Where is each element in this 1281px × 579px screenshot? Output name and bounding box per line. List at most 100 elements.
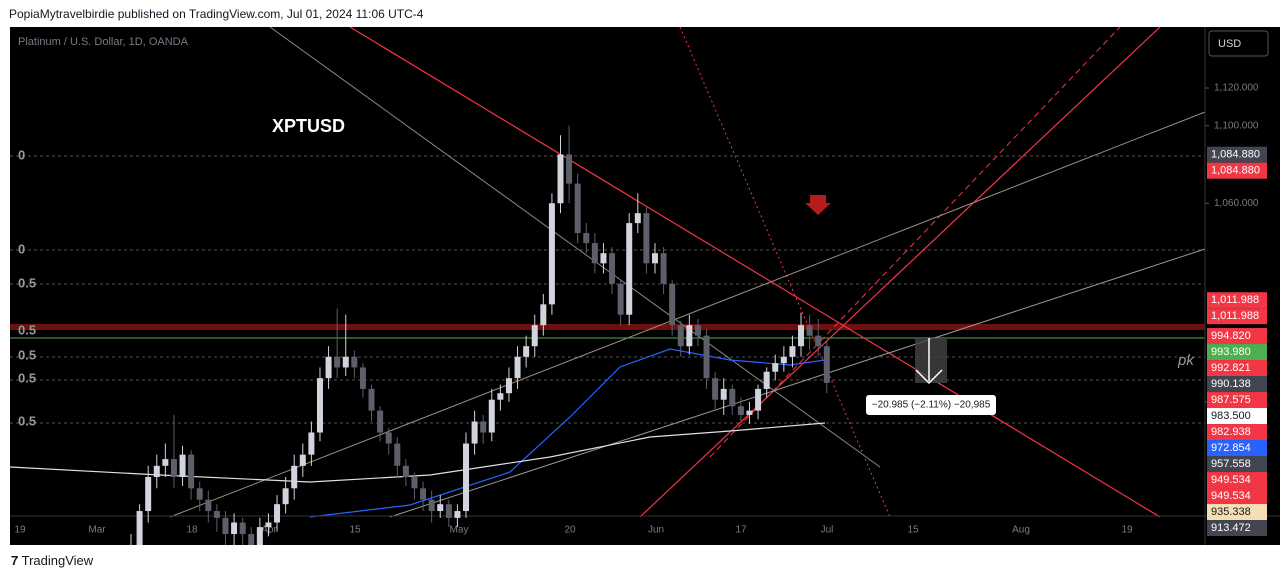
price-tag bbox=[1207, 408, 1267, 425]
footer: 𝟕 TradingView bbox=[11, 553, 94, 568]
x-tick-label: 19 bbox=[14, 525, 26, 536]
x-tick-label: Jul bbox=[821, 525, 834, 536]
candle-body bbox=[325, 356, 332, 379]
price-tag bbox=[1207, 392, 1267, 409]
candle-body bbox=[712, 378, 719, 400]
candle-body bbox=[299, 454, 306, 466]
candle-body bbox=[815, 335, 822, 347]
price-tag-label: 1,011.988 bbox=[1211, 310, 1259, 322]
candle-body bbox=[437, 504, 444, 512]
candle-body bbox=[669, 283, 676, 326]
candle-body bbox=[746, 410, 753, 415]
footer-text: TradingView bbox=[21, 553, 94, 568]
arrow-down bbox=[805, 195, 831, 215]
candle-body bbox=[617, 283, 624, 315]
candle-body bbox=[523, 346, 530, 357]
candle-body bbox=[600, 253, 607, 264]
price-tag bbox=[1207, 344, 1267, 361]
candle-body bbox=[239, 522, 246, 535]
price-tag bbox=[1207, 162, 1267, 179]
price-tag bbox=[1207, 146, 1267, 163]
chart: −20.985 (−2.11%) −20,985 pk Platinum / U… bbox=[10, 27, 1280, 545]
currency[interactable]: USD bbox=[1218, 38, 1241, 50]
x-tick-label: Apr bbox=[261, 525, 277, 536]
price-tag-label: 990.138 bbox=[1211, 378, 1251, 390]
candle-body bbox=[729, 388, 736, 407]
candle-body bbox=[643, 213, 650, 264]
candle-body bbox=[772, 363, 779, 372]
x-tick-label: 18 bbox=[186, 525, 198, 536]
candle-body bbox=[557, 154, 564, 204]
candle-body bbox=[170, 459, 177, 478]
candle-body bbox=[677, 325, 684, 347]
fib-label: 0.5 bbox=[18, 322, 36, 337]
candle-body bbox=[445, 504, 452, 518]
candle-body bbox=[720, 388, 727, 400]
price-tag bbox=[1207, 456, 1267, 473]
fib-label: 0 bbox=[18, 147, 25, 162]
price-tag bbox=[1207, 424, 1267, 441]
price-tag bbox=[1207, 504, 1267, 521]
candle-body bbox=[755, 388, 762, 411]
currency-button[interactable] bbox=[1208, 30, 1269, 57]
candle-body bbox=[514, 356, 521, 379]
candle-body bbox=[145, 477, 152, 512]
x-tick-label: 17 bbox=[735, 525, 747, 536]
candle-body bbox=[153, 465, 160, 478]
price-tag-label: 949.534 bbox=[1211, 490, 1251, 502]
candle-body bbox=[488, 399, 495, 433]
price-tag-label: 972.854 bbox=[1211, 442, 1251, 454]
candle-body bbox=[316, 378, 323, 433]
candle-body bbox=[591, 243, 598, 264]
candle-body bbox=[566, 154, 573, 184]
x-tick-label: Aug bbox=[1012, 525, 1030, 536]
candle-body bbox=[634, 213, 641, 224]
x-tick-label: Jun bbox=[648, 525, 664, 536]
candle-body bbox=[548, 203, 555, 305]
candle-body bbox=[651, 253, 658, 264]
candle-body bbox=[763, 371, 770, 389]
candle-body bbox=[205, 499, 212, 512]
candle-body bbox=[480, 421, 487, 433]
price-tag-label: 1,011.988 bbox=[1211, 294, 1259, 306]
candle-body bbox=[428, 499, 435, 512]
candle-body bbox=[334, 356, 341, 368]
candle-body bbox=[780, 356, 787, 364]
candle-body bbox=[136, 511, 143, 545]
price-tag bbox=[1207, 472, 1267, 489]
candle-body bbox=[222, 517, 229, 535]
price-tag-label: 992.821 bbox=[1211, 362, 1251, 374]
y-tick-label: 1,060.000 bbox=[1214, 198, 1259, 209]
header: PopiaMytravelbirdie published on Trading… bbox=[9, 7, 424, 21]
price-tag bbox=[1207, 328, 1267, 345]
drawing-label: pk bbox=[1177, 352, 1195, 369]
fib-label: 0.5 bbox=[18, 275, 36, 290]
candle-body bbox=[282, 488, 289, 505]
fib-label: 0.5 bbox=[18, 370, 36, 385]
background bbox=[10, 27, 1280, 545]
candle-body bbox=[609, 253, 616, 284]
candle-body bbox=[308, 432, 315, 455]
candle-body bbox=[231, 522, 238, 535]
candle-body bbox=[471, 421, 478, 444]
price-tag-label: 1,084.880 bbox=[1211, 149, 1260, 161]
price-tag-label: 935.338 bbox=[1211, 506, 1251, 518]
candle-body bbox=[574, 183, 581, 234]
price-tag-label: 987.575 bbox=[1211, 394, 1251, 406]
candle-body bbox=[497, 393, 504, 400]
candle-body bbox=[248, 534, 255, 545]
x-tick-label: May bbox=[450, 525, 469, 536]
candle-body bbox=[505, 378, 512, 394]
subtitle: Platinum / U.S. Dollar, 1D, OANDA bbox=[18, 36, 189, 48]
price-tag bbox=[1207, 440, 1267, 457]
price-tag-label: 993.980 bbox=[1211, 346, 1251, 358]
candle-body bbox=[737, 406, 744, 415]
candle-body bbox=[265, 522, 272, 528]
candle-body bbox=[531, 325, 538, 347]
candle-body bbox=[291, 465, 298, 489]
candle-body bbox=[806, 325, 813, 336]
candle-body bbox=[351, 356, 358, 368]
x-tick-label: 15 bbox=[349, 525, 361, 536]
fib-label: 0.5 bbox=[18, 347, 36, 362]
